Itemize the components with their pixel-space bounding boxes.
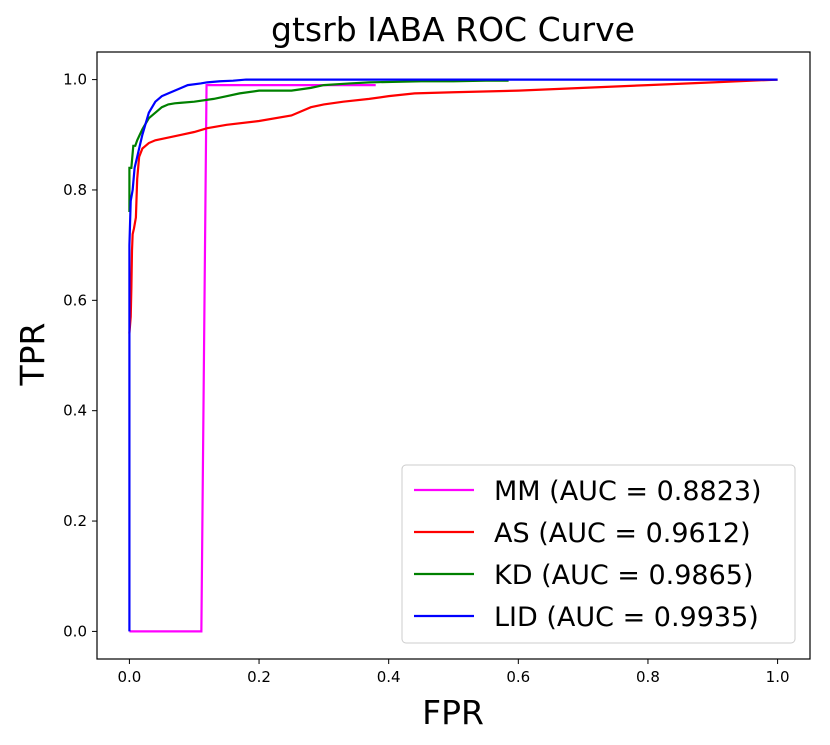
y-tick-label: 0.8 — [63, 181, 87, 199]
x-axis-title: FPR — [422, 693, 484, 732]
x-tick-label: 0.8 — [636, 668, 660, 686]
legend-label-lid: LID (AUC = 0.9935) — [494, 602, 759, 633]
y-tick-label: 0.0 — [63, 622, 87, 640]
x-tick-label: 0.6 — [506, 668, 530, 686]
legend: MM (AUC = 0.8823) AS (AUC = 0.9612) KD (AU… — [401, 464, 796, 644]
y-tick-label: 1.0 — [63, 71, 87, 89]
chart-title: gtsrb IABA ROC Curve — [271, 10, 635, 49]
series-line-mm — [129, 84, 376, 633]
series-group — [128, 78, 778, 633]
series-line-as — [128, 78, 778, 334]
axes-frame — [96, 51, 811, 660]
legend-box — [401, 464, 796, 644]
x-tick-label: 1.0 — [766, 668, 790, 686]
legend-label-mm: MM (AUC = 0.8823) — [494, 476, 762, 507]
legend-label-kd: KD (AUC = 0.9865) — [494, 560, 754, 591]
series-line-lid — [128, 78, 778, 632]
y-tick-label: 0.4 — [63, 402, 87, 420]
x-tick-label: 0.4 — [377, 668, 401, 686]
plot-area: 0.0 0.2 0.4 0.6 0.8 1.0 0.0 0.2 0.4 0.6 0.8 1.0 — [63, 51, 811, 686]
legend-label-as: AS (AUC = 0.9612) — [494, 518, 751, 549]
x-tick-label: 0.0 — [117, 668, 141, 686]
y-tick-label: 0.2 — [63, 512, 87, 530]
x-tick-label: 0.2 — [247, 668, 271, 686]
y-tick-label: 0.6 — [63, 291, 87, 309]
y-axis-title: TPR — [13, 323, 52, 387]
series-line-kd — [128, 79, 509, 213]
